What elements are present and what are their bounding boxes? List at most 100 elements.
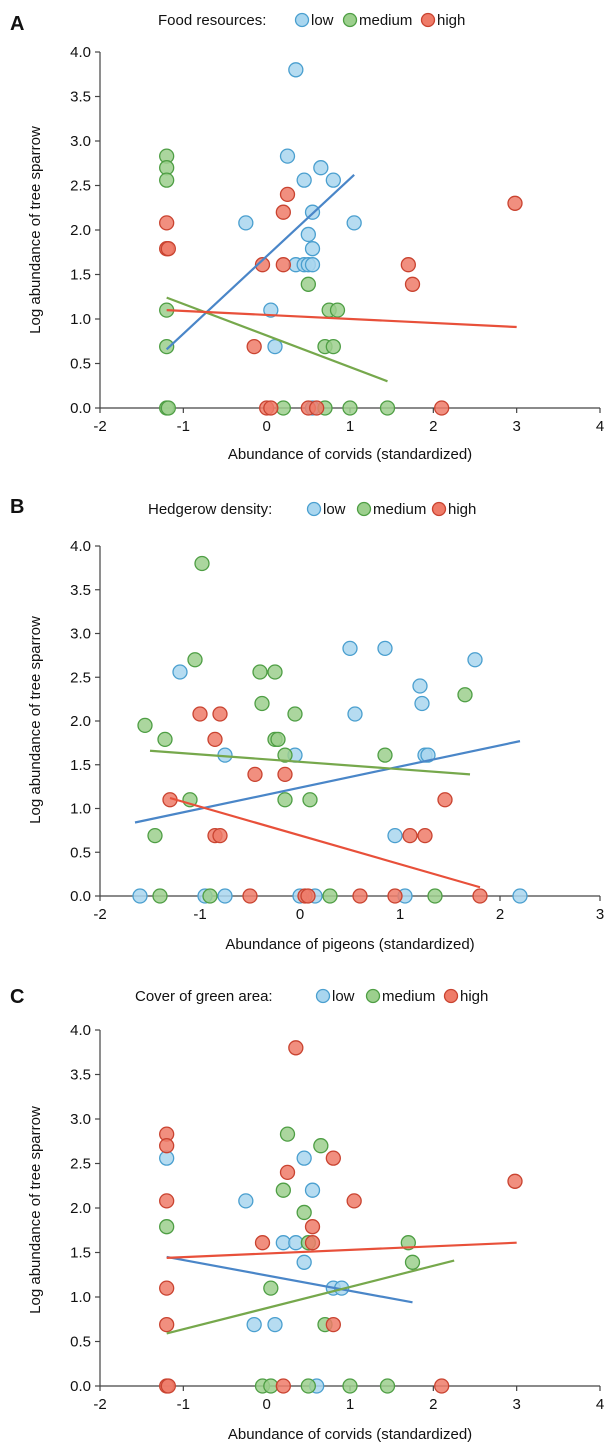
panel-c-point-low bbox=[238, 1193, 254, 1209]
panel-c-ytick-label: 1.5 bbox=[70, 1245, 91, 1262]
panel-a-legend-label-low: low bbox=[311, 12, 334, 29]
panel-a-point-medium bbox=[159, 338, 175, 355]
panel-c-point-high bbox=[279, 1164, 296, 1181]
panel-a-point-low bbox=[279, 148, 296, 164]
panel-a-point-low bbox=[288, 62, 304, 78]
panel-a-xtick-label: 0 bbox=[262, 418, 270, 435]
panel-b-point-medium bbox=[252, 664, 268, 680]
panel-a-point-high bbox=[309, 400, 325, 416]
panel-b-point-high bbox=[192, 706, 208, 722]
panel-c-point-medium bbox=[379, 1378, 396, 1394]
panel-c-label: C bbox=[10, 986, 24, 1008]
panel-a-point-low bbox=[263, 302, 279, 318]
panel-c-point-medium bbox=[296, 1204, 312, 1221]
panel-b-point-medium bbox=[157, 731, 173, 748]
panel-b-point-high bbox=[472, 888, 488, 904]
panel-a-point-low bbox=[304, 241, 321, 257]
panel-a-point-low bbox=[238, 215, 254, 231]
panel-c-point-high bbox=[434, 1378, 450, 1394]
panel-c-xtick-label: 0 bbox=[262, 1396, 270, 1413]
panel-c-point-medium bbox=[275, 1182, 291, 1198]
panel-b-legend-label-high: high bbox=[448, 501, 476, 518]
panel-c-xtick-label: 2 bbox=[429, 1396, 437, 1413]
panel-b: B Hedgerow density: low medium high Log … bbox=[10, 496, 604, 953]
panel-a-point-high bbox=[275, 257, 291, 273]
panel-b-point-low bbox=[412, 678, 428, 694]
panel-b-point-medium bbox=[254, 695, 270, 712]
panel-c-point-high bbox=[275, 1378, 291, 1394]
panel-b-point-medium bbox=[270, 731, 286, 748]
panel-c-ytick-label: 1.0 bbox=[70, 1289, 91, 1306]
panel-c-point-medium bbox=[279, 1126, 296, 1142]
panel-a-ytick-label: 0.0 bbox=[70, 400, 91, 417]
panel-b-xtick-label: 1 bbox=[396, 906, 404, 923]
panel-b-point-high bbox=[437, 792, 453, 808]
panel-c-point-high bbox=[288, 1040, 304, 1056]
panel-c-point-low bbox=[246, 1316, 262, 1333]
panel-a-ytick-label: 3.0 bbox=[70, 133, 91, 150]
panel-a-xtick-label: -1 bbox=[177, 418, 190, 435]
panel-c-ytick-label: 0.0 bbox=[70, 1378, 91, 1395]
panel-a-ytick-label: 2.0 bbox=[70, 222, 91, 239]
panel-c-point-medium bbox=[300, 1378, 316, 1394]
panel-b-ytick-label: 3.0 bbox=[70, 626, 91, 643]
panel-a-xlabel: Abundance of corvids (standardized) bbox=[228, 446, 472, 463]
panel-b-point-low bbox=[420, 747, 436, 763]
panel-c-trend-low bbox=[166, 1255, 413, 1304]
panel-c-xtick-label: -2 bbox=[93, 1396, 106, 1413]
panel-b-legend-swatch-low bbox=[306, 501, 322, 517]
panel-b-point-medium bbox=[152, 888, 168, 904]
panel-b-point-medium bbox=[267, 664, 283, 680]
panel-c-xtick-label: 3 bbox=[512, 1396, 520, 1413]
panel-c-point-high bbox=[304, 1219, 321, 1235]
panel-a-point-high bbox=[404, 276, 421, 292]
panel-b-point-high bbox=[247, 766, 263, 783]
panel-b-label: B bbox=[10, 496, 24, 518]
panel-c-legend-label-low: low bbox=[332, 988, 355, 1005]
panel-a-point-high bbox=[160, 241, 176, 257]
panel-b-ytick-label: 3.5 bbox=[70, 582, 91, 599]
panel-b-legend-swatch-high bbox=[431, 501, 447, 517]
panel-b-legend-title: Hedgerow density: bbox=[148, 501, 272, 518]
panel-b-point-medium bbox=[287, 706, 303, 722]
panel-c-trend-medium bbox=[166, 1259, 455, 1335]
panel-a-point-low bbox=[325, 172, 341, 188]
panel-b-point-low bbox=[387, 827, 403, 844]
panel-b-point-high bbox=[387, 888, 403, 904]
panel-b-legend: Hedgerow density: low medium high bbox=[148, 501, 476, 518]
panel-c-ytick-label: 2.0 bbox=[70, 1200, 91, 1217]
panel-c-point-medium bbox=[159, 1219, 175, 1235]
panel-a-xtick-label: 2 bbox=[429, 418, 437, 435]
panel-b-xtick-label: 0 bbox=[296, 906, 304, 923]
panel-b-point-medium bbox=[322, 888, 338, 904]
panel-b-xlabel: Abundance of pigeons (standardized) bbox=[225, 936, 474, 953]
panel-b-xtick-label: 2 bbox=[496, 906, 504, 923]
panel-a-ytick-label: 0.5 bbox=[70, 356, 91, 373]
panel-a-point-low bbox=[300, 226, 316, 243]
panel-b-point-low bbox=[347, 706, 363, 722]
panel-c-point-high bbox=[325, 1150, 341, 1166]
panel-b-point-low bbox=[414, 695, 430, 712]
panel-c-point-high bbox=[304, 1235, 321, 1251]
panel-c-point-high bbox=[159, 1193, 175, 1209]
panel-b-legend-label-low: low bbox=[323, 501, 346, 518]
panel-a-label: A bbox=[10, 13, 24, 35]
panel-b-point-medium bbox=[147, 827, 163, 844]
panel-b-point-medium bbox=[194, 555, 210, 572]
panel-b-trend-high bbox=[169, 796, 481, 889]
panel-c-point-low bbox=[296, 1150, 312, 1166]
panel-b-legend-swatch-medium bbox=[356, 501, 372, 517]
panel-b-point-low bbox=[467, 652, 483, 668]
panel-c-ytick-label: 3.0 bbox=[70, 1111, 91, 1128]
panel-b-ytick-label: 2.5 bbox=[70, 669, 91, 686]
panel-b-point-high bbox=[212, 706, 228, 722]
panel-c-legend-label-high: high bbox=[460, 988, 488, 1005]
panel-c-ytick-label: 0.5 bbox=[70, 1334, 91, 1351]
panel-c-legend: Cover of green area: low medium high bbox=[135, 988, 488, 1005]
panel-a-point-medium bbox=[342, 400, 358, 416]
panel-a-xtick-label: 1 bbox=[346, 418, 354, 435]
panel-c: C Cover of green area: low medium high L… bbox=[10, 986, 604, 1443]
panel-c-legend-swatch-low bbox=[315, 988, 331, 1004]
panel-b-point-medium bbox=[377, 747, 393, 763]
panel-c-point-high bbox=[160, 1378, 176, 1394]
